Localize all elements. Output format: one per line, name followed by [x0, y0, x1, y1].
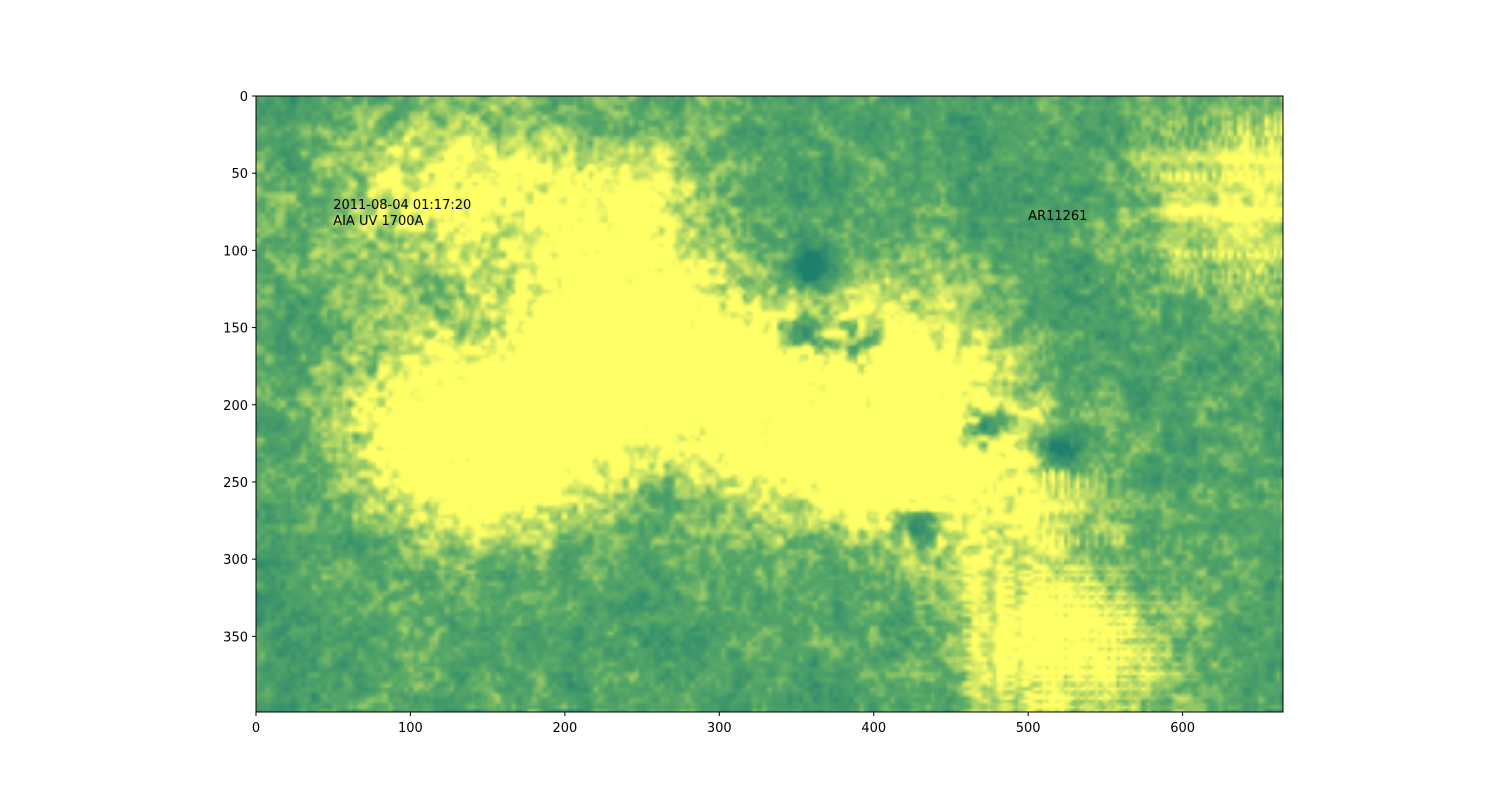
x-tick-label: 600: [1170, 721, 1195, 736]
x-tick-label: 300: [707, 721, 732, 736]
y-tick-label: 350: [223, 630, 248, 645]
y-tick-label: 200: [223, 399, 248, 414]
y-axis: 0 50 100 150 200 250 300 350: [223, 90, 256, 645]
axes-frame: [255, 95, 1284, 713]
x-axis: 0 100 200 300 400 500 600: [252, 712, 1195, 736]
y-tick-label: 100: [223, 244, 248, 259]
x-tick-label: 200: [552, 721, 577, 736]
x-tick-label: 0: [252, 721, 260, 736]
heatmap-raster: [256, 96, 1283, 712]
annotation-text: 2011-08-04 01:17:20: [333, 198, 471, 213]
annotation-text: AIA UV 1700A: [333, 214, 423, 229]
y-tick-label: 0: [240, 90, 248, 105]
y-tick-label: 300: [223, 553, 248, 568]
x-tick-label: 100: [398, 721, 423, 736]
x-tick-label: 500: [1016, 721, 1041, 736]
x-tick-label: 400: [861, 721, 886, 736]
heatmap-image: [256, 96, 1283, 712]
y-tick-label: 150: [223, 322, 248, 337]
y-tick-label: 250: [223, 476, 248, 491]
y-tick-label: 50: [231, 167, 248, 182]
annotation-text: AR11261: [1028, 209, 1087, 224]
